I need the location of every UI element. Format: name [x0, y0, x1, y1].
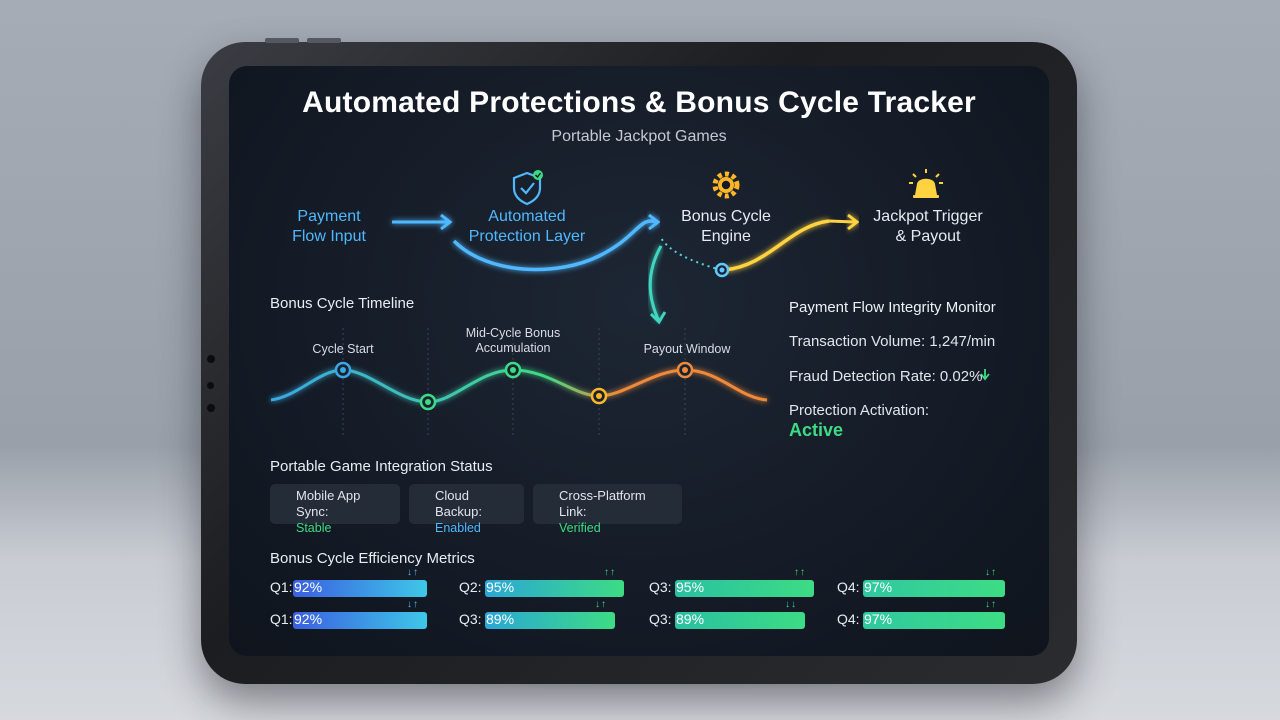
metric-bar [863, 580, 1005, 597]
page-title: Automated Protections & Bonus Cycle Trac… [302, 86, 976, 119]
flow-diagram [270, 169, 990, 511]
metric-value: 89% [486, 611, 515, 627]
sensor-dot [207, 382, 214, 389]
chip-label: Cross-Platform Link: [559, 488, 646, 519]
flow-step-label: Jackpot Trigger [873, 208, 983, 225]
trend-arrows-icon: ↓↑ [407, 599, 419, 610]
timeline-label: Payout Window [643, 342, 731, 356]
chip-status: Verified [559, 521, 601, 535]
flow-step-label: Automated [488, 208, 566, 225]
protection-activation-label: Protection Activation: [789, 402, 930, 419]
sensor-dot [207, 404, 215, 412]
page-subtitle: Portable Jackpot Games [551, 128, 727, 145]
chip-status: Enabled [435, 521, 481, 535]
shield-check-icon [512, 170, 543, 206]
flow-step-label: Engine [701, 228, 751, 245]
timeline-label: Mid-Cycle Bonus Accumulation [465, 326, 561, 355]
chip-label: Mobile App Sync: [296, 488, 361, 519]
integration-chip-cloud[interactable]: Cloud Backup: Enabled [409, 484, 524, 535]
flow-step-engine: Bonus Cycle Engine [666, 207, 786, 247]
flow-step-label: Payment [297, 208, 361, 225]
flow-down-arrow [648, 245, 663, 322]
trend-arrows-icon: ↓↑ [407, 567, 419, 578]
flow-step-label: Flow Input [292, 228, 366, 245]
integration-chip-mobile[interactable]: Mobile App Sync: Stable [270, 484, 400, 535]
flow-curve [452, 219, 658, 272]
monitor-heading: Payment Flow Integrity Monitor [789, 299, 996, 316]
flow-step-protection: Automated Protection Layer [457, 207, 597, 247]
arrow-down-icon [980, 369, 990, 381]
metric-quarter-label: Q3: [649, 579, 672, 595]
flow-arrowhead [648, 213, 661, 231]
metric-value: 95% [676, 579, 705, 595]
trend-arrows-icon: ↓↑ [985, 567, 997, 578]
protection-status-value: Active [789, 420, 844, 440]
metric-value: 95% [486, 579, 515, 595]
metric-quarter-label: Q2: [459, 579, 482, 595]
flow-step-label: Bonus Cycle [681, 208, 771, 225]
metric-value: 92% [294, 611, 323, 627]
metric-bar [293, 612, 427, 629]
bell-icon [909, 169, 943, 198]
timeline-heading: Bonus Cycle Timeline [270, 295, 415, 312]
volume-button [265, 38, 299, 43]
metric-value: 89% [676, 611, 705, 627]
integration-heading: Portable Game Integration Status [270, 458, 493, 475]
metric-quarter-label: Q3: [459, 611, 482, 627]
flow-step-label: & Payout [895, 228, 961, 245]
fraud-detection-rate: Fraud Detection Rate: 0.02% [789, 368, 983, 385]
chip-status: Stable [296, 521, 332, 535]
metric-quarter-label: Q1: [270, 579, 293, 595]
metric-value: 97% [864, 579, 893, 595]
trend-arrows-icon: ↓↑ [985, 599, 997, 610]
metric-bar [863, 612, 1005, 629]
metric-bar [485, 580, 624, 597]
metric-value: 97% [864, 611, 893, 627]
metric-quarter-label: Q4: [837, 611, 860, 627]
metric-quarter-label: Q4: [837, 579, 860, 595]
dashboard-screen: Automated Protections & Bonus Cycle Trac… [229, 66, 1049, 656]
metrics-heading: Bonus Cycle Efficiency Metrics [270, 550, 475, 567]
flow-step-payment: Payment Flow Input [267, 207, 391, 247]
timeline-chart [270, 328, 768, 436]
volume-button [307, 38, 341, 43]
metric-bar [293, 580, 427, 597]
chip-label: Cloud Backup: [435, 488, 482, 519]
transaction-volume: Transaction Volume: 1,247/min [789, 333, 996, 350]
flow-curve-yellow [723, 219, 830, 272]
metric-quarter-label: Q1: [270, 611, 293, 627]
integration-chip-crossplatform[interactable]: Cross-Platform Link: Verified [533, 484, 682, 535]
metric-bar [675, 612, 805, 629]
flow-step-jackpot: Jackpot Trigger & Payout [859, 207, 997, 247]
trend-arrows-icon: ↓↓ [785, 599, 797, 610]
flow-step-label: Protection Layer [468, 228, 586, 245]
flow-arrow [392, 213, 453, 231]
metric-bar [675, 580, 814, 597]
metric-quarter-label: Q3: [649, 611, 672, 627]
gear-icon [712, 171, 740, 199]
trend-arrows-icon: ↑↑ [604, 567, 616, 578]
trend-arrows-icon: ↓↑ [595, 599, 607, 610]
metric-value: 92% [294, 579, 323, 595]
trend-arrows-icon: ↑↑ [794, 567, 806, 578]
timeline-label: Cycle Start [312, 342, 374, 356]
sensor-dot [207, 355, 215, 363]
metric-bar [485, 612, 615, 629]
